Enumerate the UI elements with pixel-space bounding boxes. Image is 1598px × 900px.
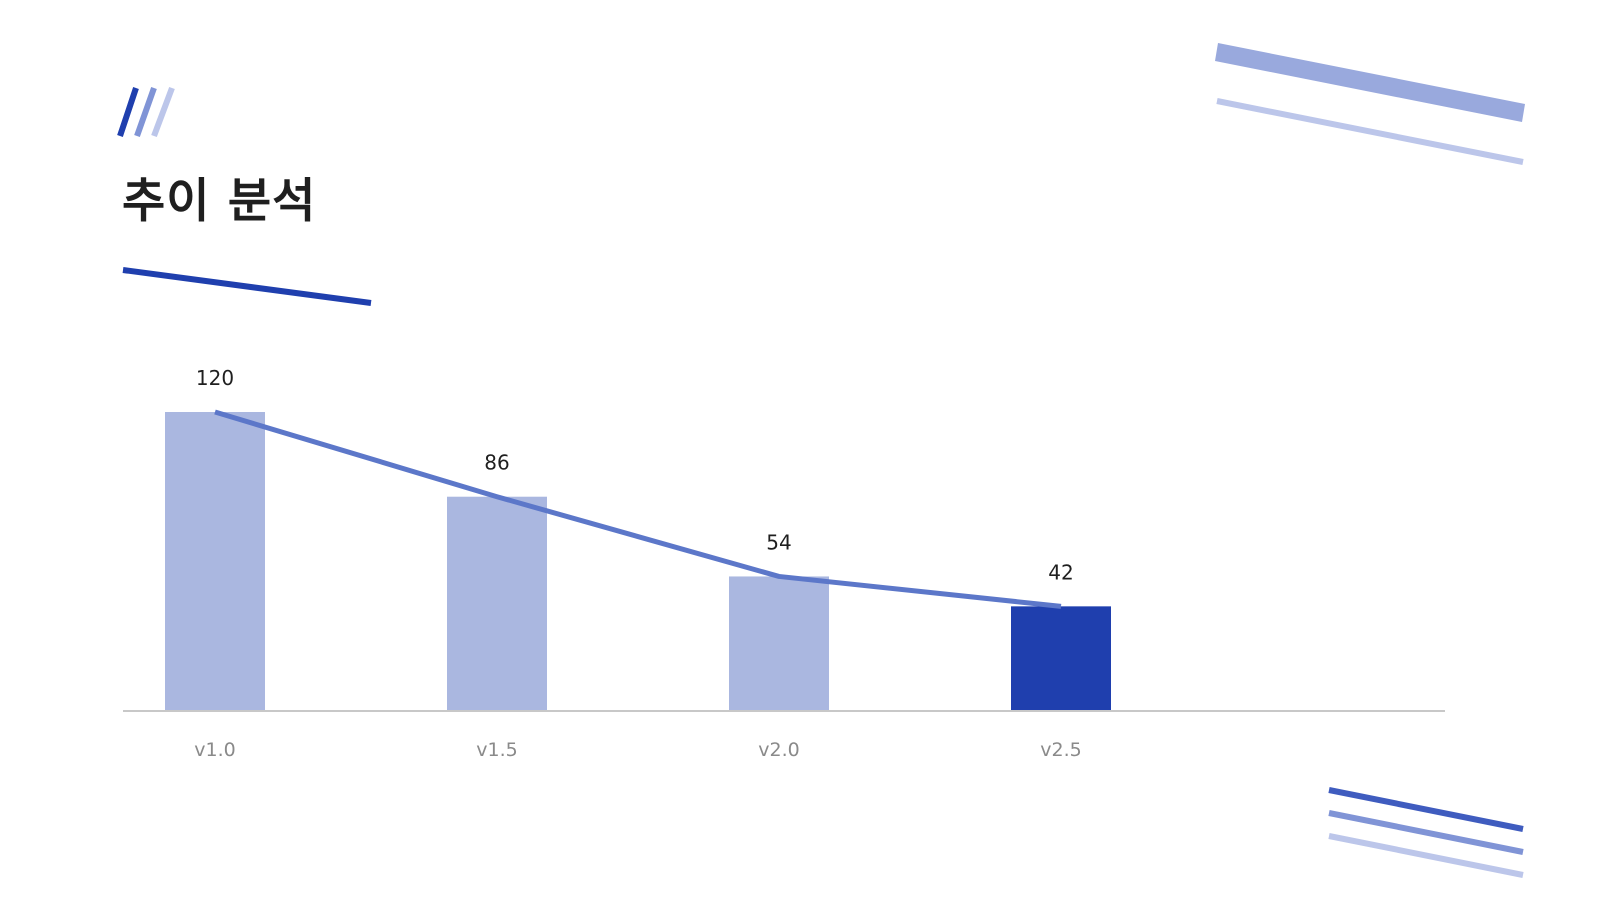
x-tick-group: v1.0 v1.5 v2.0 v2.5 [194, 739, 1081, 761]
hatch-stroke-2 [134, 86, 157, 138]
corner-band-thin [1216, 98, 1524, 165]
data-label-group: 120 86 54 42 [196, 366, 1074, 584]
bar-v1.0 [165, 412, 265, 711]
corner-band-thick [1215, 43, 1525, 122]
corner-stripe-3 [1328, 833, 1524, 878]
page-title: 추이 분석 [122, 174, 317, 229]
data-label-v1.0: 120 [196, 366, 234, 390]
data-label-v1.5: 86 [484, 451, 509, 475]
x-tick-v2.0: v2.0 [758, 739, 799, 761]
corner-stripe-1 [1328, 787, 1524, 832]
bar-v1.5 [447, 496, 547, 711]
bar-v2.5 [1011, 606, 1111, 711]
bar-v2.0 [729, 576, 829, 711]
trend-line-group [214, 409, 1062, 609]
title-underline [122, 267, 372, 306]
data-label-v2.0: 54 [766, 530, 791, 554]
x-tick-v2.5: v2.5 [1040, 739, 1081, 761]
bar-group [165, 412, 1111, 711]
x-tick-v1.5: v1.5 [476, 739, 517, 761]
hatch-stroke-1 [117, 87, 139, 137]
hatch-stroke-3 [151, 86, 175, 138]
data-label-v2.5: 42 [1048, 560, 1073, 584]
corner-stripe-2 [1328, 810, 1524, 855]
x-tick-v1.0: v1.0 [194, 739, 235, 761]
trend-line [214, 409, 1062, 609]
